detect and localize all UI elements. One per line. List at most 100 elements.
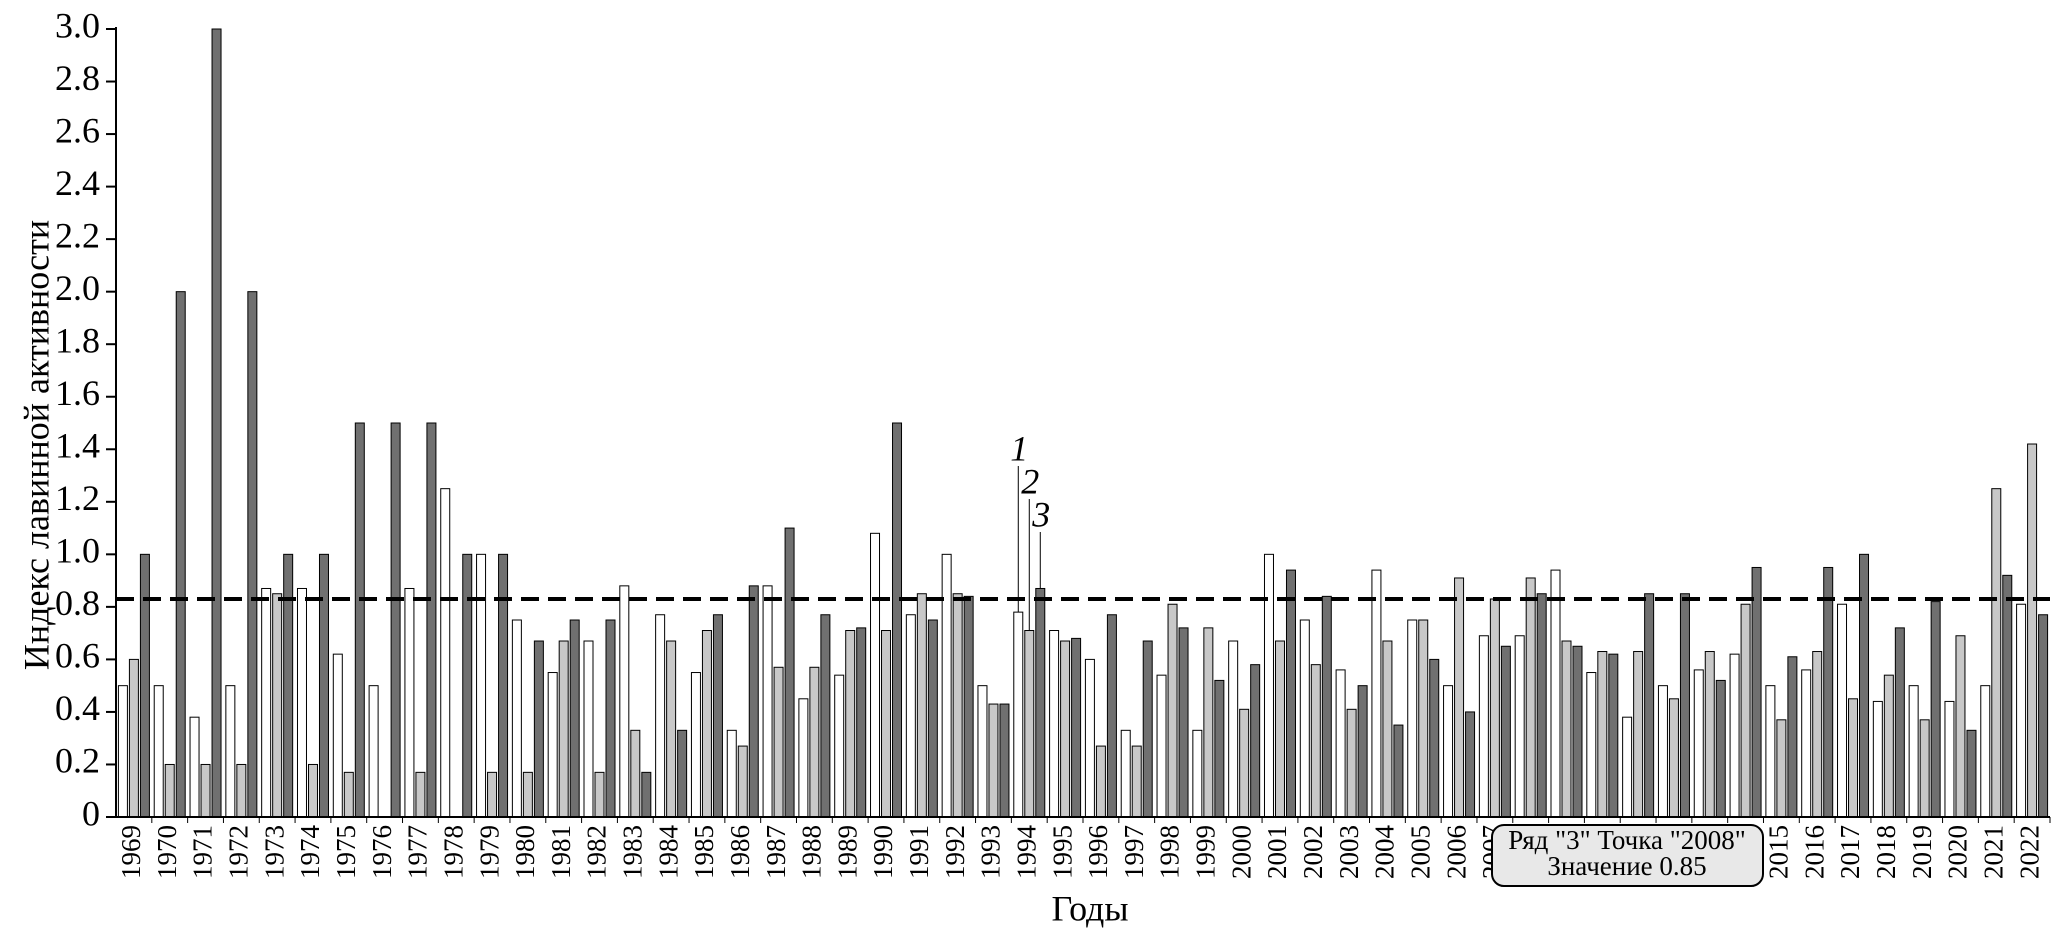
bar xyxy=(988,703,999,818)
bar xyxy=(1371,569,1382,818)
bar xyxy=(845,630,856,818)
bar xyxy=(677,729,688,818)
bar xyxy=(404,587,415,818)
bar xyxy=(343,771,354,818)
bar xyxy=(236,763,247,818)
bar xyxy=(139,553,150,818)
bar xyxy=(1142,640,1153,818)
x-tick-label: 1975 xyxy=(331,825,361,879)
x-tick-label: 1972 xyxy=(224,825,254,879)
bar xyxy=(856,627,867,818)
bar xyxy=(1228,640,1239,818)
x-tick-label: 2001 xyxy=(1262,825,1292,879)
bar xyxy=(200,763,211,818)
x-tick-label: 1969 xyxy=(116,825,146,879)
x-tick-label: 1984 xyxy=(653,825,683,880)
bar xyxy=(1465,711,1476,818)
x-tick-label: 1978 xyxy=(438,825,468,879)
tooltip-text: Значение 0.85 xyxy=(1547,851,1706,881)
annotation: 2 xyxy=(1021,461,1039,501)
bar xyxy=(999,703,1010,818)
bar xyxy=(175,291,186,818)
x-tick-label: 1983 xyxy=(618,825,648,879)
x-tick-label: 2004 xyxy=(1370,825,1400,880)
bar xyxy=(1693,669,1704,818)
bar xyxy=(1214,679,1225,818)
bar xyxy=(1106,614,1117,818)
x-tick-label: 1988 xyxy=(797,825,827,879)
x-tick-label: 1995 xyxy=(1047,825,1077,879)
bar xyxy=(655,614,666,818)
bar xyxy=(1346,708,1357,818)
x-tick-label: 1985 xyxy=(689,825,719,879)
x-tick-label: 1981 xyxy=(546,825,576,879)
bar xyxy=(1633,651,1644,818)
bar xyxy=(1608,653,1619,818)
bar xyxy=(307,763,318,818)
bar xyxy=(569,619,580,818)
y-tick-label: 2.6 xyxy=(55,110,100,150)
x-tick-label: 2018 xyxy=(1871,825,1901,879)
bar xyxy=(2038,614,2049,818)
x-tick-label: 1994 xyxy=(1011,825,1041,880)
y-tick-label: 0.8 xyxy=(55,583,100,623)
y-tick-label: 0.6 xyxy=(55,636,100,676)
bar xyxy=(487,771,498,818)
bar xyxy=(1454,577,1465,818)
x-tick-label: 1998 xyxy=(1155,825,1185,879)
bar xyxy=(522,771,533,818)
bar xyxy=(547,672,558,818)
y-tick-label: 0 xyxy=(82,793,100,833)
x-tick-label: 2005 xyxy=(1405,825,1435,879)
x-tick-label: 1979 xyxy=(474,825,504,879)
bar xyxy=(1357,685,1368,818)
bar xyxy=(712,614,723,818)
bar xyxy=(881,630,892,818)
bar xyxy=(1024,630,1035,818)
bar xyxy=(1095,745,1106,818)
bar xyxy=(1489,598,1500,818)
x-tick-label: 2015 xyxy=(1764,825,1794,879)
bar xyxy=(963,595,974,818)
bar xyxy=(332,653,343,818)
bar xyxy=(415,771,426,818)
bar xyxy=(128,658,139,818)
bar xyxy=(1930,601,1941,818)
bar xyxy=(1263,553,1274,818)
bar xyxy=(117,685,128,818)
bar xyxy=(1550,569,1561,818)
x-tick-label: 1970 xyxy=(152,825,182,879)
y-tick-label: 1.8 xyxy=(55,320,100,360)
bar xyxy=(247,291,258,818)
y-tick-label: 2.8 xyxy=(55,58,100,98)
bar xyxy=(511,619,522,818)
bar xyxy=(1776,719,1787,818)
x-tick-label: 1980 xyxy=(510,825,540,879)
bar xyxy=(737,745,748,818)
x-tick-label: 1974 xyxy=(295,825,325,880)
bar xyxy=(1883,674,1894,818)
bar xyxy=(1848,698,1859,818)
x-tick-label: 1976 xyxy=(367,825,397,879)
bar xyxy=(1478,635,1489,818)
bar xyxy=(583,640,594,818)
bar xyxy=(892,422,903,818)
bar xyxy=(1955,635,1966,818)
x-tick-label: 1982 xyxy=(582,825,612,879)
bar xyxy=(809,666,820,818)
x-tick-label: 2016 xyxy=(1799,825,1829,879)
x-tick-label: 1996 xyxy=(1083,825,1113,879)
tooltip-box xyxy=(1491,824,1764,887)
x-tick-label: 1973 xyxy=(259,825,289,879)
x-tick-label: 2022 xyxy=(2014,825,2044,879)
bar xyxy=(1980,685,1991,818)
x-tick-label: 1987 xyxy=(761,825,791,879)
bar xyxy=(1715,679,1726,818)
bar xyxy=(533,640,544,818)
x-tick-label: 1977 xyxy=(403,825,433,879)
bar xyxy=(2002,574,2013,818)
bar xyxy=(1393,724,1404,818)
bar xyxy=(1071,637,1082,818)
y-tick-label: 1.6 xyxy=(55,373,100,413)
